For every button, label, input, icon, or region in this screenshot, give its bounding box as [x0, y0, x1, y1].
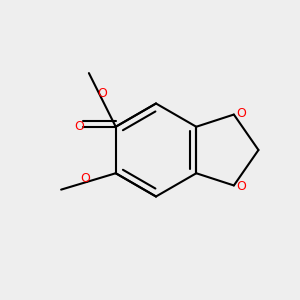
Text: O: O: [74, 120, 84, 133]
Text: O: O: [81, 172, 90, 185]
Text: O: O: [236, 181, 246, 194]
Text: O: O: [98, 87, 107, 100]
Text: O: O: [236, 106, 246, 119]
